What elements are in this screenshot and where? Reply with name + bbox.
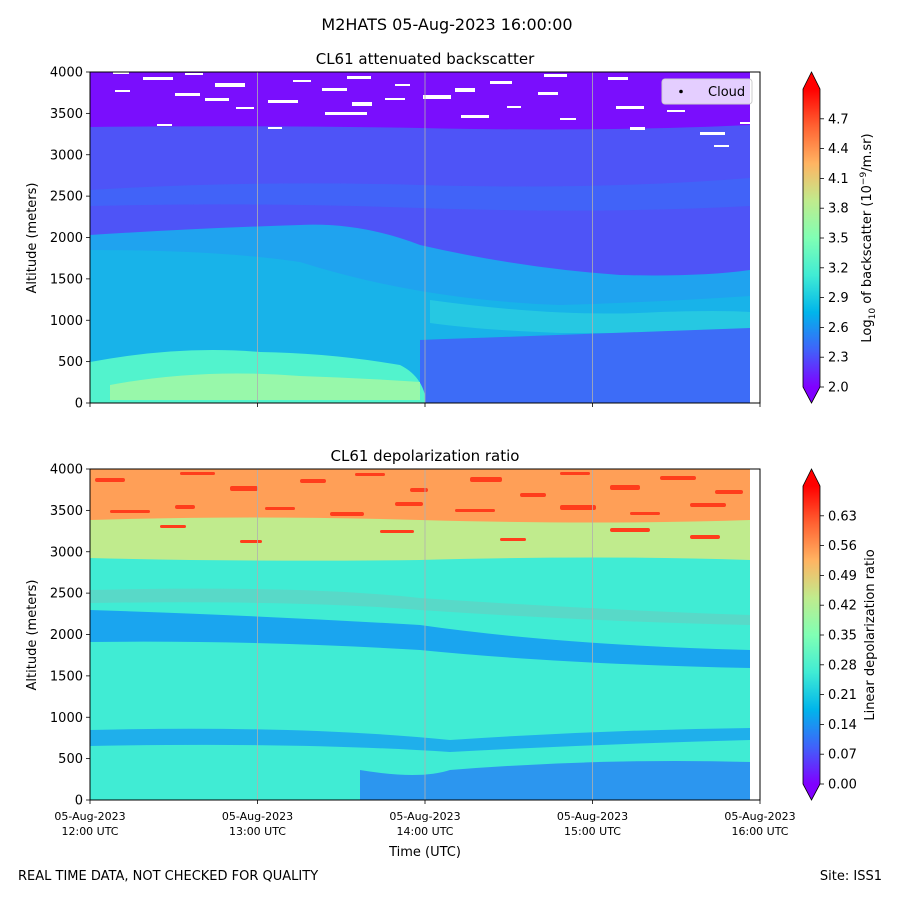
ytick-label: 1000 bbox=[50, 314, 83, 329]
backscatter-heatmap bbox=[90, 72, 760, 403]
colorbar-tick-label: 0.56 bbox=[828, 539, 857, 554]
x-axis-label: Time (UTC) bbox=[388, 845, 461, 860]
colorbar-tick-label: 0.28 bbox=[828, 658, 857, 673]
depolarization-surface-blue bbox=[360, 761, 750, 800]
depolarization-panel: CL61 depolarization ratio bbox=[25, 447, 878, 860]
colorbar-tick-label: 4.7 bbox=[828, 112, 849, 127]
ytick-label: 0 bbox=[75, 397, 83, 412]
ytick-label: 2000 bbox=[50, 628, 83, 643]
xtick-date-label: 05-Aug-2023 bbox=[54, 810, 125, 823]
backscatter-panel: CL61 attenuated backscatter bbox=[25, 50, 878, 412]
footer-disclaimer: REAL TIME DATA, NOT CHECKED FOR QUALITY bbox=[18, 869, 319, 884]
colorbar-tick-label: 0.00 bbox=[828, 778, 857, 793]
ytick-label: 500 bbox=[58, 355, 83, 370]
ytick-label: 3500 bbox=[50, 504, 83, 519]
depolarization-blue-band bbox=[90, 610, 750, 668]
depolarization-colorbar-label: Linear depolarization ratio bbox=[863, 549, 878, 720]
backscatter-lower-dark bbox=[420, 328, 750, 403]
ytick-label: 2000 bbox=[50, 231, 83, 246]
depolarization-red-patches bbox=[95, 472, 743, 543]
ytick-label: 2500 bbox=[50, 190, 83, 205]
ytick-label: 3000 bbox=[50, 545, 83, 560]
xtick-time-label: 15:00 UTC bbox=[564, 825, 621, 838]
colorbar-tick-label: 2.3 bbox=[828, 351, 849, 366]
colorbar-tick-label: 0.07 bbox=[828, 748, 857, 763]
depolarization-colorbar-ticks: 0.00 0.07 0.14 0.21 0.28 0.35 0.42 0.49 0.56 0.63 bbox=[820, 509, 857, 793]
footer-site: Site: ISS1 bbox=[819, 869, 882, 884]
colorbar-tick-label: 3.2 bbox=[828, 261, 849, 276]
ytick-label: 1000 bbox=[50, 711, 83, 726]
colorbar-tick-label: 0.21 bbox=[828, 688, 857, 703]
depolarization-heatmap bbox=[90, 469, 760, 800]
depolarization-title: CL61 depolarization ratio bbox=[331, 447, 520, 465]
depolarization-xticks: 05-Aug-2023 12:00 UTC 05-Aug-2023 13:00 UTC… bbox=[54, 800, 796, 838]
xtick-time-label: 12:00 UTC bbox=[61, 825, 118, 838]
depolarization-colorbar-bar bbox=[803, 486, 820, 784]
depolarization-colorbar: 0.00 0.07 0.14 0.21 0.28 0.35 0.42 0.49 0.56 0.63… bbox=[802, 468, 878, 801]
colorbar-tick-label: 0.42 bbox=[828, 599, 857, 614]
xtick-date-label: 05-Aug-2023 bbox=[389, 810, 460, 823]
ytick-label: 2500 bbox=[50, 587, 83, 602]
cloud-mask bbox=[113, 72, 750, 147]
depolarization-ylabel: Altitude (meters) bbox=[25, 580, 40, 691]
depolarization-yticks: 0 500 1000 1500 2000 2500 3000 3500 4000 bbox=[50, 463, 90, 809]
backscatter-yticks: 0 500 1000 1500 2000 2500 3000 3500 4000 bbox=[50, 66, 90, 412]
backscatter-mid-band bbox=[90, 178, 750, 211]
colorbar-tick-label: 2.0 bbox=[828, 381, 849, 396]
backscatter-colorbar-label: Log10 of backscatter (10−9/m.sr) bbox=[859, 133, 878, 342]
backscatter-colorbar-top-arrow bbox=[803, 72, 820, 89]
xtick-time-label: 14:00 UTC bbox=[396, 825, 453, 838]
backscatter-surface-core bbox=[110, 373, 420, 400]
backscatter-ylabel: Altitude (meters) bbox=[25, 183, 40, 294]
depolarization-low-blue bbox=[90, 728, 750, 752]
colorbar-tick-label: 0.49 bbox=[828, 569, 857, 584]
colorbar-tick-label: 0.63 bbox=[828, 509, 857, 524]
backscatter-legend: Cloud bbox=[661, 78, 753, 105]
depolarization-mid-band bbox=[90, 588, 750, 625]
backscatter-high-purple bbox=[90, 72, 750, 130]
ytick-label: 3000 bbox=[50, 148, 83, 163]
ytick-label: 1500 bbox=[50, 272, 83, 287]
colorbar-tick-label: 4.4 bbox=[828, 142, 849, 157]
figure-suptitle: M2HATS 05-Aug-2023 16:00:00 bbox=[321, 15, 572, 34]
backscatter-xtick-marks bbox=[89, 403, 761, 407]
backscatter-cyan-layer bbox=[430, 300, 750, 333]
colorbar-tick-label: 0.35 bbox=[828, 629, 857, 644]
backscatter-colorbar-bar bbox=[803, 89, 820, 387]
xtick-time-label: 13:00 UTC bbox=[229, 825, 286, 838]
legend-label: Cloud bbox=[708, 85, 745, 100]
ytick-label: 0 bbox=[75, 794, 83, 809]
depolarization-gridlines bbox=[257, 469, 593, 800]
colorbar-tick-label: 0.14 bbox=[828, 718, 857, 733]
colorbar-tick-label: 4.1 bbox=[828, 172, 849, 187]
legend-box bbox=[661, 78, 753, 105]
xtick-time-label: 16:00 UTC bbox=[731, 825, 788, 838]
ytick-label: 4000 bbox=[50, 66, 83, 81]
ytick-label: 1500 bbox=[50, 669, 83, 684]
ytick-label: 500 bbox=[58, 752, 83, 767]
backscatter-colorbar-ticks: 2.0 2.3 2.6 2.9 3.2 3.5 3.8 4.1 4.4 4.7 bbox=[820, 112, 849, 396]
colorbar-tick-label: 2.9 bbox=[828, 291, 849, 306]
legend-marker-icon bbox=[679, 89, 683, 94]
xtick-date-label: 05-Aug-2023 bbox=[222, 810, 293, 823]
backscatter-gridlines bbox=[257, 72, 593, 403]
colorbar-tick-label: 2.6 bbox=[828, 321, 849, 336]
backscatter-title: CL61 attenuated backscatter bbox=[316, 50, 535, 68]
xtick-date-label: 05-Aug-2023 bbox=[557, 810, 628, 823]
depolarization-colorbar-bottom-arrow bbox=[803, 784, 820, 800]
backscatter-colorbar-bottom-arrow bbox=[803, 387, 820, 403]
ytick-label: 3500 bbox=[50, 107, 83, 122]
colorbar-tick-label: 3.5 bbox=[828, 232, 849, 247]
xtick-date-label: 05-Aug-2023 bbox=[724, 810, 795, 823]
ytick-label: 4000 bbox=[50, 463, 83, 478]
backscatter-colorbar: 2.0 2.3 2.6 2.9 3.2 3.5 3.8 4.1 4.4 4.7 Log10 of … bbox=[802, 71, 878, 404]
depolarization-colorbar-top-arrow bbox=[803, 469, 820, 486]
colorbar-tick-label: 3.8 bbox=[828, 202, 849, 217]
